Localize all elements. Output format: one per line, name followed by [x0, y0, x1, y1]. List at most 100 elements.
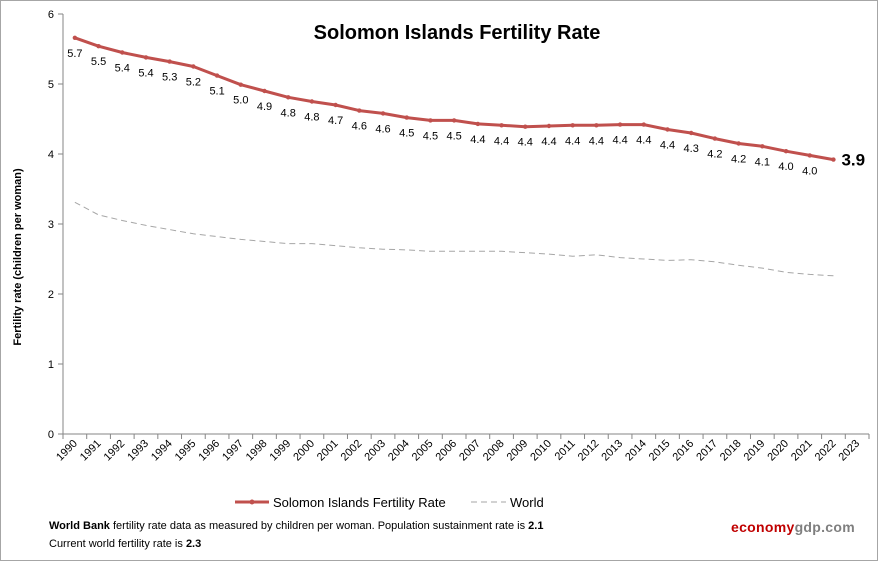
x-tick-label: 2009: [505, 438, 531, 464]
data-label: 4.2: [731, 154, 746, 166]
solomon-point: [404, 115, 409, 120]
data-label: 4.5: [399, 128, 414, 140]
data-label: 4.4: [470, 134, 485, 146]
y-tick-label: 0: [48, 429, 54, 441]
solomon-point: [72, 35, 78, 40]
x-tick-label: 2013: [599, 438, 625, 464]
data-label: 4.0: [802, 165, 817, 177]
y-axis-label: Fertility rate (children per woman): [12, 168, 24, 346]
solomon-point: [783, 149, 789, 154]
solomon-point: [143, 55, 149, 60]
data-label: 4.6: [352, 121, 367, 133]
x-tick-label: 2000: [291, 438, 317, 464]
x-tick-label: 2006: [433, 438, 459, 464]
footer-sustainment-value: 2.1: [528, 520, 544, 532]
x-tick-label: 1997: [220, 438, 246, 464]
x-tick-label: 2018: [718, 438, 744, 464]
last-value-label: 3.9: [841, 151, 865, 170]
solomon-point: [831, 157, 836, 162]
solomon-point: [475, 121, 481, 127]
x-tick-label: 1990: [54, 438, 80, 464]
solomon-point: [760, 144, 765, 149]
y-tick-label: 4: [48, 149, 54, 161]
data-label: 4.8: [304, 112, 319, 124]
x-tick-label: 2008: [481, 438, 507, 464]
series-solomon-islands: [72, 35, 836, 162]
y-tick-label: 5: [48, 79, 54, 91]
data-labels: 5.7 5.5 5.4 5.4 5.3 5.2 5.1 5.0 4.9 4.8 4.8 4.7 4.6 4…: [67, 48, 865, 178]
data-label: 5.5: [91, 56, 106, 68]
solomon-point: [309, 99, 315, 104]
y-tick-label: 1: [48, 359, 54, 371]
brand-logo[interactable]: economygdp.com: [731, 519, 855, 535]
series-world: [74, 201, 834, 277]
x-tick-label: 2019: [742, 438, 768, 464]
x-tick-label: 2020: [765, 438, 791, 464]
x-tick-label: 2002: [339, 438, 365, 464]
x-tick-label: 1996: [196, 438, 222, 464]
solomon-point: [191, 64, 196, 69]
x-tick-label: 2014: [623, 438, 649, 464]
x-tick-label: 2016: [671, 438, 697, 464]
solomon-point: [570, 123, 575, 128]
solomon-point: [499, 123, 504, 128]
data-label: 4.9: [257, 101, 272, 113]
legend: Solomon Islands Fertility Rate World: [235, 495, 544, 510]
data-label: 4.4: [636, 135, 651, 147]
x-tick-label: 2022: [813, 438, 839, 464]
data-label: 5.4: [138, 67, 153, 79]
x-tick-label: 2005: [410, 438, 436, 464]
x-tick-label: 2011: [553, 438, 578, 463]
y-tick-labels: 0 1 2 3 4 5 6: [48, 9, 54, 441]
x-tick-label: 2023: [836, 438, 862, 464]
solomon-point: [262, 88, 267, 94]
x-tick-label: 2003: [362, 438, 388, 464]
solomon-point: [689, 130, 694, 136]
solomon-point: [617, 122, 623, 127]
x-tick-label: 2004: [386, 438, 412, 464]
data-label: 4.5: [423, 130, 438, 142]
solomon-point: [167, 59, 172, 64]
x-tick-label: 1999: [268, 438, 294, 464]
footer-line-1: World Bank fertility rate data as measur…: [49, 517, 543, 535]
legend-label-solomon-islands: Solomon Islands Fertility Rate: [273, 495, 446, 510]
solomon-point: [523, 124, 528, 129]
data-label: 4.1: [755, 156, 770, 168]
x-tick-label: 2012: [576, 438, 602, 464]
solomon-point: [641, 122, 646, 127]
solomon-point: [214, 73, 220, 78]
footer-line-1-text: fertility rate data as measured by child…: [109, 520, 529, 532]
brand-part-1: economy: [731, 519, 795, 535]
data-label: 4.4: [565, 135, 580, 147]
solomon-point: [807, 153, 812, 158]
x-tick-label: 1998: [244, 438, 270, 464]
solomon-point: [357, 108, 362, 113]
data-label: 4.5: [446, 130, 461, 142]
data-label: 5.1: [209, 86, 224, 98]
x-tick-label: 2010: [528, 438, 554, 464]
x-tick-label: 1995: [173, 438, 199, 464]
solomon-point: [286, 95, 291, 100]
legend-marker-solomon-islands: [249, 499, 255, 505]
data-label: 5.4: [115, 63, 130, 75]
x-tick-label: 2021: [789, 438, 815, 464]
y-tick-label: 2: [48, 289, 54, 301]
fertility-chart: Solomon Islands Fertility Rate Fertility…: [12, 9, 870, 510]
solomon-point: [96, 44, 101, 49]
x-tick-label: 2015: [647, 438, 673, 464]
x-tick-label: 2017: [694, 438, 720, 464]
solomon-point: [546, 123, 552, 129]
footer-world-value: 2.3: [185, 538, 202, 550]
data-label: 4.0: [778, 161, 793, 173]
data-label: 4.3: [684, 143, 699, 155]
data-label: 5.3: [162, 72, 177, 84]
solomon-point: [451, 118, 457, 123]
solomon-point: [238, 82, 243, 87]
y-tick-label: 3: [48, 219, 54, 231]
solomon-point: [428, 118, 433, 123]
axes: [58, 13, 870, 439]
x-tick-label: 1993: [125, 438, 151, 464]
solomon-point: [736, 141, 741, 146]
data-label: 4.4: [494, 135, 509, 147]
